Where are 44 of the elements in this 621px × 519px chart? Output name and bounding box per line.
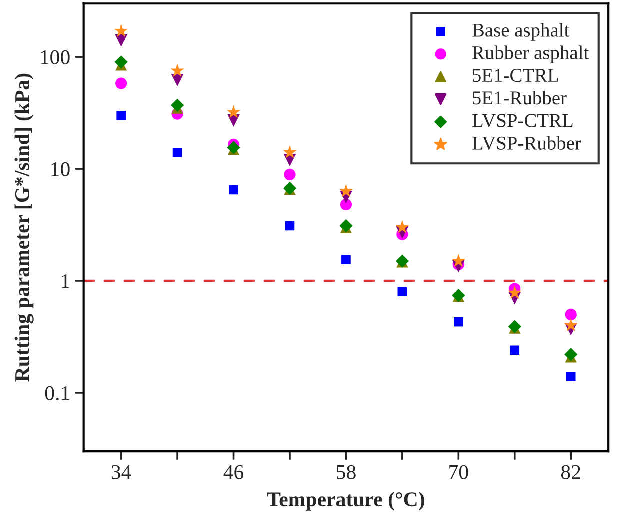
y-axis-title: Rutting parameter [G*/sind] (kPa) bbox=[14, 74, 34, 382]
y-tick-label: 0.1 bbox=[45, 386, 70, 401]
point bbox=[229, 185, 238, 195]
point bbox=[170, 98, 184, 112]
y-tick-label: 1 bbox=[62, 274, 70, 288]
point bbox=[454, 317, 464, 327]
point bbox=[226, 105, 241, 118]
point bbox=[114, 56, 128, 69]
point bbox=[170, 64, 184, 77]
x-tick-label: 46 bbox=[224, 465, 244, 480]
point bbox=[116, 110, 126, 120]
point bbox=[398, 287, 408, 297]
point bbox=[284, 168, 296, 181]
legend-label: 5E1-CTRL bbox=[473, 69, 558, 82]
point bbox=[452, 254, 466, 268]
legend-label: LVSP-Rubber bbox=[472, 136, 582, 150]
point bbox=[565, 308, 577, 321]
y-tick-label: 10 bbox=[52, 162, 70, 176]
point bbox=[564, 348, 578, 362]
y-tick-label: 100 bbox=[41, 50, 70, 64]
point bbox=[342, 255, 351, 264]
point bbox=[566, 372, 576, 382]
x-tick-label: 58 bbox=[337, 465, 356, 480]
point bbox=[116, 78, 128, 90]
point bbox=[283, 145, 297, 159]
point bbox=[508, 286, 522, 299]
legend-label: Base asphalt bbox=[472, 23, 570, 41]
point bbox=[339, 184, 354, 198]
point bbox=[396, 220, 410, 234]
x-tick-label: 34 bbox=[112, 465, 132, 480]
point bbox=[510, 346, 520, 356]
x-axis-title: Temperature (°C) bbox=[267, 492, 424, 511]
legend-label: Rubber asphalt bbox=[472, 46, 590, 64]
point bbox=[285, 221, 295, 231]
point bbox=[227, 141, 240, 154]
point bbox=[340, 219, 353, 233]
point bbox=[115, 34, 128, 47]
x-tick-label: 82 bbox=[561, 465, 580, 480]
point bbox=[172, 148, 182, 158]
legend-label: 5E1-Rubber bbox=[473, 91, 567, 105]
x-tick-label: 70 bbox=[450, 465, 468, 480]
point bbox=[564, 318, 578, 332]
legend-label: LVSP-CTRL bbox=[472, 114, 573, 128]
point bbox=[114, 24, 128, 38]
